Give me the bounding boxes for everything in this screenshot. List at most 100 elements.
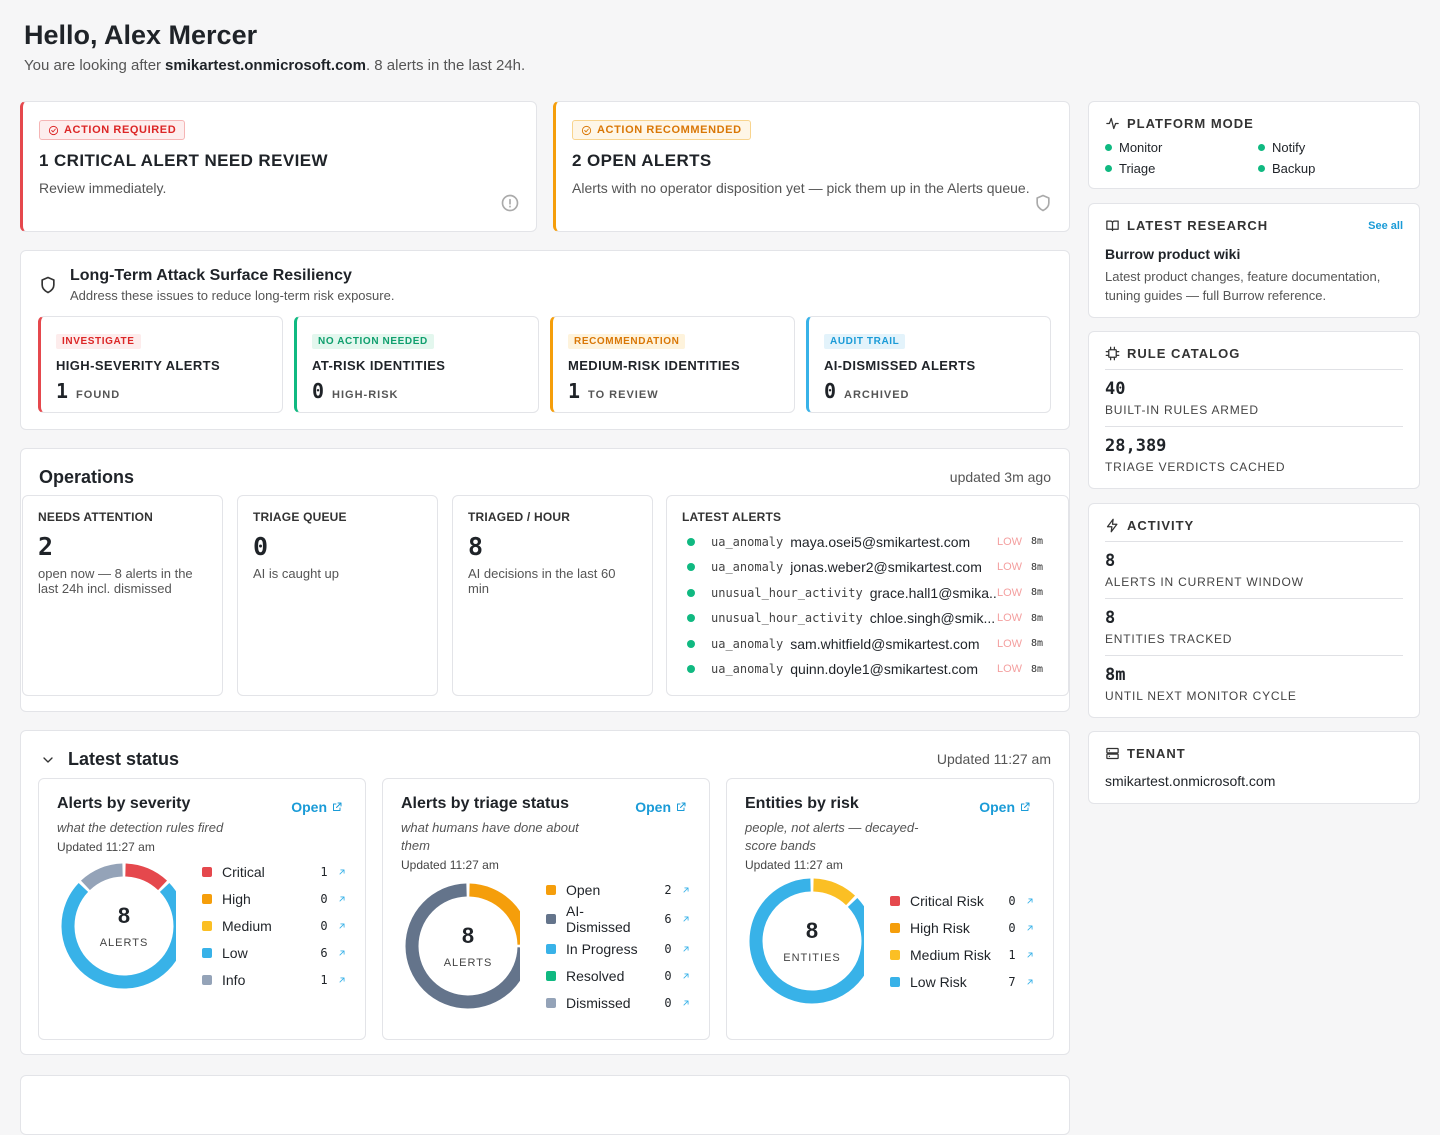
legend-item[interactable]: Medium Risk 1 — [890, 941, 1035, 968]
risk-unit: ARCHIVED — [844, 389, 910, 401]
donut-chart: 8 ALERTS — [61, 863, 176, 988]
alert-user: sam.whitfield@smikartest.com — [790, 635, 980, 652]
legend-link-icon — [683, 946, 689, 951]
alert-age: 8m — [1031, 587, 1044, 599]
stat-item: 8m UNTIL NEXT MONITOR CYCLE — [1105, 655, 1403, 712]
stat-value: 0 — [253, 532, 269, 561]
external-icon — [1021, 802, 1030, 811]
legend-swatch — [890, 949, 900, 960]
mode-label: Backup — [1272, 161, 1316, 176]
sidebar-title: TENANT — [1105, 746, 1403, 761]
alert-row: unusual_hour_activity grace.hall1@smika..… — [682, 580, 1053, 606]
stat-note: open now — 8 alerts in the last 24h incl… — [38, 566, 193, 596]
legend-value: 7 — [1008, 974, 1016, 989]
action-title: 1 CRITICAL ALERT NEED REVIEW — [39, 150, 328, 170]
collapse-toggle[interactable] — [40, 752, 56, 768]
see-all-link[interactable]: See all — [1368, 220, 1403, 232]
mode-item: Triage — [1105, 158, 1258, 179]
legend-item[interactable]: Open 2 — [546, 876, 691, 903]
risk-badge: AUDIT TRAIL — [824, 334, 906, 349]
legend-link-icon — [683, 1000, 689, 1005]
legend-link-icon — [339, 923, 345, 928]
risk-count: 1 — [56, 379, 69, 403]
donut-total: 8 — [806, 918, 818, 943]
legend-item[interactable]: High Risk 0 — [890, 914, 1035, 941]
risk-count-row: 0 ARCHIVED — [824, 379, 1035, 403]
legend-label: High Risk — [910, 919, 970, 936]
legend-item[interactable]: AI-Dismissed 6 — [546, 903, 691, 935]
legend-link-icon — [339, 950, 345, 955]
chart-title: Alerts by triage status — [401, 795, 570, 812]
stat-value: 8 — [1105, 608, 1116, 628]
platform-mode: PLATFORM MODE Monitor Notify Triage Backup — [1088, 101, 1420, 189]
stat-note: AI decisions in the last 60 min — [468, 566, 616, 596]
donut-segment — [124, 863, 168, 890]
sidebar-title: PLATFORM MODE — [1105, 116, 1403, 131]
legend-item[interactable]: Resolved 0 — [546, 962, 691, 989]
open-link[interactable]: Open — [635, 799, 687, 815]
legend-value: 6 — [664, 912, 672, 926]
external-icon — [677, 802, 686, 811]
legend-link-icon — [1027, 925, 1033, 930]
legend-item[interactable]: High 0 — [202, 885, 347, 912]
mode-item: Monitor — [1105, 137, 1258, 158]
open-link[interactable]: Open — [291, 799, 343, 815]
alert-rule: ua_anomaly — [711, 560, 784, 575]
chart-legend: Critical Risk 0 High Risk 0 Medium Risk 1 Low … — [890, 887, 1035, 995]
action-badge: ACTION RECOMMENDED — [572, 120, 751, 140]
alert-user: chloe.singh@smik... — [869, 610, 996, 627]
chart-subtitle: what humans have done about them — [401, 820, 579, 853]
legend-label: Medium Risk — [910, 946, 991, 963]
stat-label: TRIAGE VERDICTS CACHED — [1105, 460, 1286, 474]
stat-item: 28,389 TRIAGE VERDICTS CACHED — [1105, 426, 1403, 483]
stat-value: 8 — [468, 532, 484, 561]
alert-rule: ua_anomaly — [711, 636, 784, 651]
legend-item[interactable]: Low Risk 7 — [890, 968, 1035, 995]
alert-age: 8m — [1031, 561, 1044, 573]
legend-item[interactable]: Critical Risk 0 — [890, 887, 1035, 914]
alert-severity: LOW — [997, 612, 1023, 625]
alert-severity: LOW — [997, 586, 1023, 599]
legend-value: 0 — [1008, 893, 1016, 908]
stat-label: NEEDS ATTENTION — [38, 510, 154, 524]
chart-title: Alerts by severity — [57, 795, 191, 812]
legend-value: 1 — [1008, 947, 1016, 962]
chart-body: 8 ENTITIES Critical Risk 0 High Risk 0 Medium … — [747, 876, 1035, 1006]
legend-item[interactable]: Medium 0 — [202, 912, 347, 939]
greeting: Hello, Alex Mercer — [24, 20, 258, 50]
stat-label: LATEST ALERTS — [682, 510, 782, 524]
legend-item[interactable]: Dismissed 0 — [546, 989, 691, 1016]
updated-time: updated 3m ago — [949, 469, 1051, 485]
title-text: ACTIVITY — [1127, 518, 1195, 533]
donut-segment — [405, 883, 520, 1009]
title-text: PLATFORM MODE — [1127, 116, 1254, 131]
legend-item[interactable]: Low 6 — [202, 939, 347, 966]
legend-item[interactable]: Critical 1 — [202, 858, 347, 885]
donut-segment — [812, 878, 856, 906]
legend-item[interactable]: Info 1 — [202, 966, 347, 993]
alert-rule: unusual_hour_activity — [711, 611, 863, 626]
mode-dot — [1258, 165, 1265, 172]
badge-icon — [581, 125, 592, 135]
open-label: Open — [979, 799, 1015, 815]
panel-title: Latest status — [68, 749, 180, 769]
resiliency-panel: Long-Term Attack Surface Resiliency Addre… — [20, 250, 1070, 430]
legend-swatch — [546, 884, 556, 895]
legend-label: Low — [222, 944, 248, 961]
status-dot — [687, 537, 695, 546]
legend-item[interactable]: In Progress 0 — [546, 935, 691, 962]
donut-total-label: ENTITIES — [783, 952, 841, 964]
risk-badge: INVESTIGATE — [56, 334, 141, 349]
research-text: Latest product changes, feature document… — [1105, 269, 1381, 303]
alert-rule: ua_anomaly — [711, 662, 784, 677]
risk-count-row: 0 HIGH-RISK — [312, 379, 523, 403]
alert-rule: ua_anomaly — [711, 534, 784, 549]
legend-swatch — [890, 895, 900, 906]
title-icon — [1106, 220, 1119, 232]
open-link[interactable]: Open — [979, 799, 1031, 815]
stat-box: NEEDS ATTENTION 2 open now — 8 alerts in t… — [22, 495, 223, 696]
legend-label: Info — [222, 971, 246, 988]
legend-label: Medium — [222, 917, 272, 934]
mode-dot — [1105, 165, 1112, 172]
legend-link-icon — [683, 887, 689, 892]
